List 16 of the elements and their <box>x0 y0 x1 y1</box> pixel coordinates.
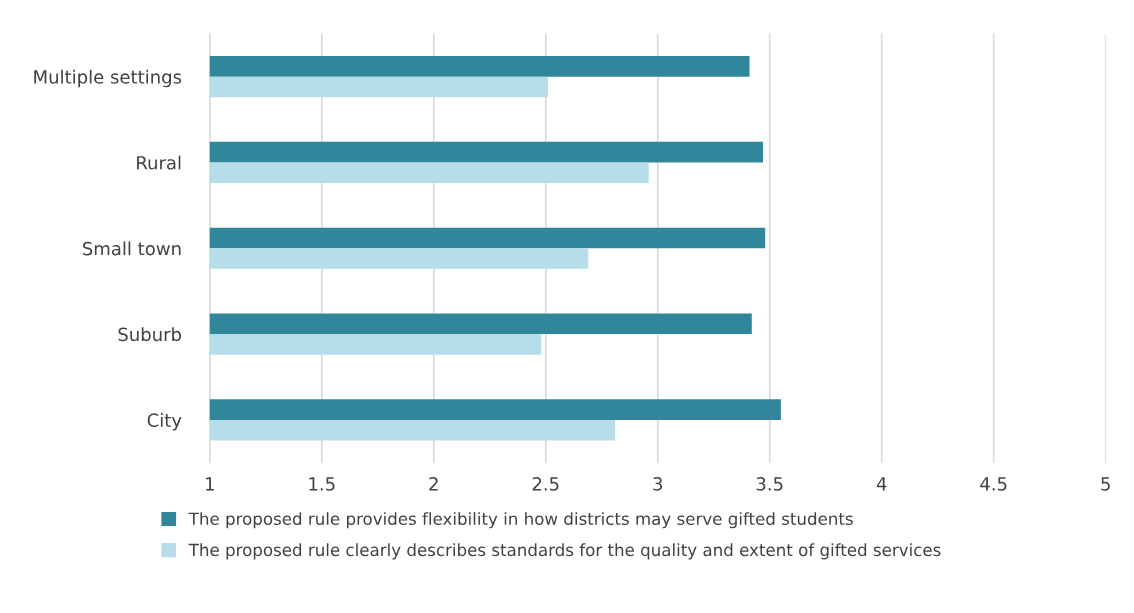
y-tick-label: Rural <box>137 155 181 170</box>
y-tick-label: Small town <box>82 241 181 256</box>
legend-label: The proposed rule provides flexibility in how districts may serve gifted students <box>188 512 853 529</box>
y-tick-label: City <box>147 413 182 431</box>
x-tick-label: 5 <box>1101 477 1110 491</box>
x-tick-label: 3.5 <box>756 477 783 491</box>
x-tick-label: 4 <box>876 477 887 491</box>
x-tick-label: 3 <box>653 477 663 491</box>
x-tick-label: 1.5 <box>309 477 335 491</box>
legend-label: The proposed rule clearly describes standards for the quality and extent of gifted services <box>188 543 941 560</box>
y-tick-label: Suburb <box>118 327 182 342</box>
x-tick-label: 2.5 <box>532 477 559 491</box>
x-tick-label: 4.5 <box>980 477 1007 491</box>
y-tick-label: Multiple settings <box>34 69 182 88</box>
x-tick-label: 1 <box>206 477 214 491</box>
x-tick-label: 2 <box>429 477 438 491</box>
